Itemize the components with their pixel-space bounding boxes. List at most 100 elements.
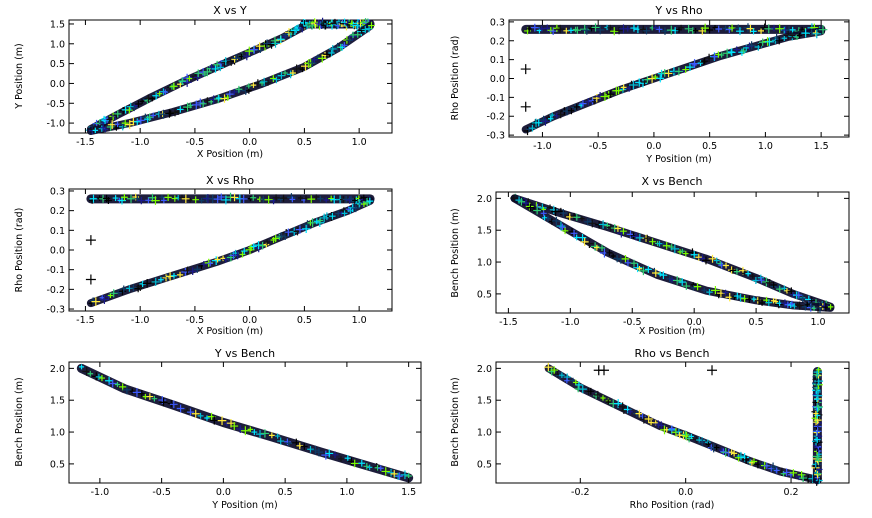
- data-point: [302, 224, 311, 233]
- data-point: [564, 377, 570, 384]
- data-point: [204, 415, 210, 421]
- data-point: [738, 48, 746, 56]
- x-tick-label: -1.5: [499, 317, 518, 328]
- data-point: [240, 426, 250, 436]
- x-tick-label: 1.0: [352, 137, 367, 148]
- y-tick-label: 0.3: [490, 17, 505, 28]
- data-point: [348, 195, 355, 202]
- data-point: [812, 29, 822, 39]
- data-point: [549, 205, 558, 214]
- data-point: [250, 45, 259, 54]
- data-point: [186, 408, 195, 416]
- y-axis-label: Rho Position (rad): [14, 208, 25, 293]
- data-point: [722, 25, 729, 32]
- data-point: [200, 261, 207, 268]
- data-point: [781, 35, 788, 42]
- y-tick-label: -0.1: [46, 265, 65, 276]
- data-point: [575, 381, 583, 389]
- data-point: [244, 46, 254, 56]
- data-point: [91, 297, 101, 307]
- data-point: [759, 300, 766, 306]
- data-point: [92, 127, 99, 134]
- data-point: [729, 267, 737, 274]
- data-point: [656, 74, 665, 83]
- x-tick-label: -1.0: [533, 141, 552, 152]
- y-tick-label: -0.3: [486, 131, 505, 142]
- data-point: [157, 91, 163, 97]
- data-point: [235, 85, 243, 93]
- data-point: [307, 195, 316, 204]
- data-point: [633, 263, 643, 273]
- data-point: [137, 197, 145, 205]
- data-point: [764, 24, 774, 34]
- plot-frame: [495, 361, 850, 484]
- data-point: [164, 193, 172, 201]
- data-point: [98, 125, 105, 132]
- data-point: [236, 425, 245, 434]
- data-point: [221, 195, 231, 205]
- data-point: [191, 100, 201, 110]
- data-point: [804, 302, 810, 308]
- data-point: [526, 26, 532, 32]
- data-point: [668, 425, 675, 432]
- data-point: [568, 27, 574, 34]
- data-point: [584, 98, 592, 106]
- panel-y-vs-bench: Y vs Bench Y Position (m) Bench Position…: [14, 347, 422, 511]
- data-point: [295, 225, 305, 234]
- data-point: [240, 247, 248, 255]
- data-point: [102, 126, 109, 133]
- data-point: [585, 239, 594, 249]
- data-point: [818, 25, 828, 35]
- data-point: [272, 75, 281, 84]
- data-point: [595, 25, 605, 35]
- data-point: [162, 274, 170, 282]
- data-point: [684, 24, 693, 33]
- data-point: [183, 105, 190, 112]
- data-point: [770, 24, 778, 32]
- data-point: [600, 92, 610, 101]
- data-point: [187, 197, 193, 203]
- data-point: [126, 194, 136, 203]
- data-point: [643, 234, 651, 242]
- data-point: [250, 194, 257, 201]
- data-point: [535, 119, 543, 127]
- data-point: [728, 449, 735, 455]
- data-point: [713, 257, 720, 264]
- data-point: [662, 241, 671, 250]
- data-point: [220, 58, 229, 67]
- data-point: [149, 95, 156, 102]
- data-point: [258, 241, 267, 250]
- y-tick-label: 1.0: [50, 39, 65, 50]
- data-point: [715, 25, 723, 33]
- plot-marks: [85, 192, 375, 308]
- data-point: [598, 244, 606, 252]
- data-point: [517, 198, 526, 206]
- data-point: [232, 54, 241, 63]
- data-point: [162, 89, 169, 95]
- data-point: [812, 30, 819, 36]
- data-point: [814, 424, 820, 430]
- data-point: [96, 195, 103, 201]
- data-point: [245, 87, 252, 94]
- data-point: [112, 195, 119, 201]
- data-point: [690, 251, 698, 259]
- data-point: [539, 115, 548, 125]
- data-point: [250, 82, 257, 88]
- data-point: [381, 467, 390, 476]
- data-point: [771, 465, 780, 474]
- x-tick-label: 1.0: [758, 141, 773, 152]
- data-point: [657, 69, 666, 78]
- data-point: [593, 244, 600, 251]
- data-point: [573, 234, 580, 241]
- data-point: [651, 269, 660, 277]
- data-point: [151, 196, 160, 205]
- data-point: [277, 196, 284, 203]
- data-point: [245, 245, 255, 255]
- data-point: [616, 255, 626, 264]
- data-point: [579, 215, 585, 222]
- data-point: [630, 259, 638, 267]
- data-point: [350, 459, 359, 468]
- y-tick-label: -0.1: [486, 93, 505, 104]
- data-point: [351, 203, 360, 213]
- data-point: [669, 276, 675, 283]
